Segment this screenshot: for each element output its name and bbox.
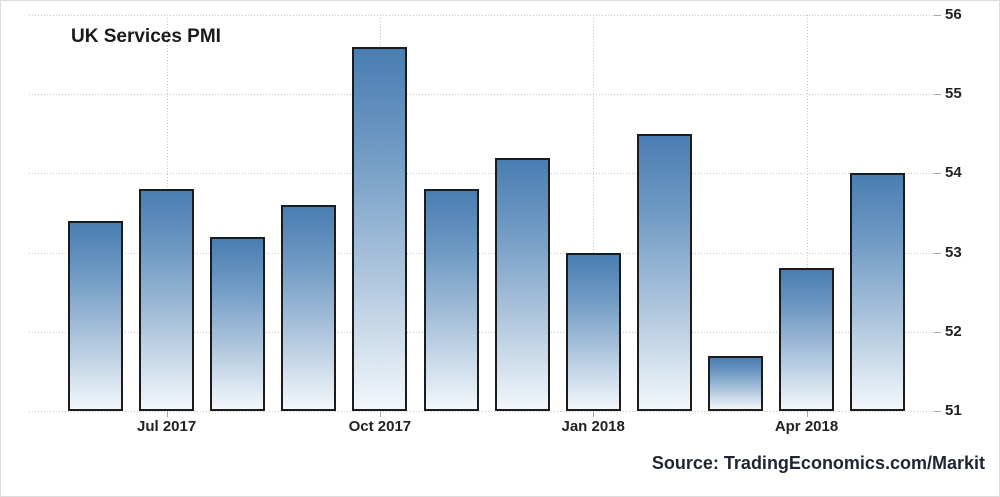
bar: [423, 189, 479, 411]
y-axis-tick: [934, 331, 941, 333]
y-axis-tick: [934, 94, 941, 96]
chart-title: UK Services PMI: [71, 26, 221, 47]
gridline-horizontal: [29, 173, 939, 175]
x-axis-tick: [593, 411, 595, 417]
gridline-vertical: [806, 15, 808, 411]
bar: [68, 220, 123, 411]
x-axis-label: Jul 2017: [136, 418, 197, 435]
y-axis-tick: [934, 411, 941, 412]
bar: [281, 205, 337, 411]
y-axis-tick: [934, 252, 941, 254]
gridline-horizontal: [29, 252, 939, 254]
gridline-horizontal: [29, 94, 939, 96]
bar: [636, 133, 692, 411]
x-axis-tick: [379, 411, 381, 417]
bar: [565, 252, 621, 411]
y-axis-label: 54: [945, 164, 962, 182]
source-text: Source: TradingEconomics.com/Markit: [651, 453, 985, 473]
bar: [210, 236, 266, 411]
y-axis-label: 51: [945, 402, 962, 419]
x-axis-label: Oct 2017: [348, 418, 412, 435]
y-axis-label: 55: [945, 85, 962, 103]
y-axis-tick: [934, 173, 941, 175]
y-axis-label: 53: [945, 243, 962, 261]
x-axis-label: Jan 2018: [561, 418, 625, 435]
bar: [707, 355, 763, 411]
bar: [494, 157, 550, 411]
y-axis-tick: [934, 15, 941, 16]
y-axis-label: 56: [945, 6, 962, 23]
gridline-vertical: [593, 15, 595, 411]
x-axis-label: Apr 2018: [774, 418, 839, 435]
gridline-horizontal: [29, 411, 939, 412]
x-axis-tick: [806, 411, 808, 417]
gridline-horizontal: [29, 331, 939, 333]
bar: [139, 189, 195, 411]
plot-area: [29, 15, 941, 417]
x-axis-tick: [166, 411, 168, 417]
gridline-horizontal: [29, 15, 939, 16]
bar: [352, 46, 408, 411]
y-axis-label: 52: [945, 322, 962, 340]
bar: [850, 173, 906, 411]
bar: [779, 268, 834, 411]
